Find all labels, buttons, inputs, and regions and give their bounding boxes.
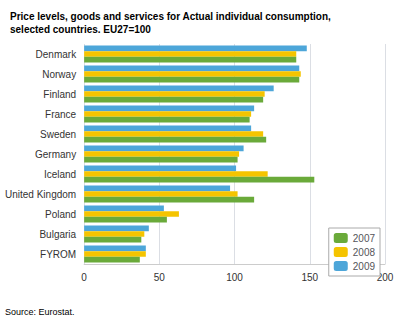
svg-text:2009: 2009 [353, 261, 376, 272]
svg-text:0: 0 [81, 272, 87, 283]
svg-text:selected countries. EU27=100: selected countries. EU27=100 [10, 24, 151, 35]
svg-text:2008: 2008 [353, 247, 376, 258]
svg-text:2007: 2007 [353, 233, 376, 244]
svg-text:Poland: Poland [45, 209, 76, 220]
svg-text:Germany: Germany [35, 149, 76, 160]
svg-text:Bulgaria: Bulgaria [39, 229, 76, 240]
svg-text:Iceland: Iceland [44, 169, 76, 180]
svg-text:FYROM: FYROM [40, 249, 76, 260]
svg-text:Denmark: Denmark [36, 49, 78, 60]
svg-text:United Kingdom: United Kingdom [5, 189, 76, 200]
svg-text:200: 200 [376, 271, 394, 283]
svg-text:Source: Eurostat.: Source: Eurostat. [5, 307, 75, 317]
svg-text:France: France [45, 109, 77, 120]
svg-text:Price levels, goods and servic: Price levels, goods and services for Act… [10, 11, 331, 22]
svg-text:50: 50 [154, 272, 166, 283]
svg-text:Finland: Finland [43, 89, 76, 100]
svg-text:Sweden: Sweden [40, 129, 76, 140]
svg-text:Norway: Norway [42, 69, 76, 80]
svg-text:100: 100 [226, 272, 243, 283]
svg-text:150: 150 [301, 272, 318, 283]
